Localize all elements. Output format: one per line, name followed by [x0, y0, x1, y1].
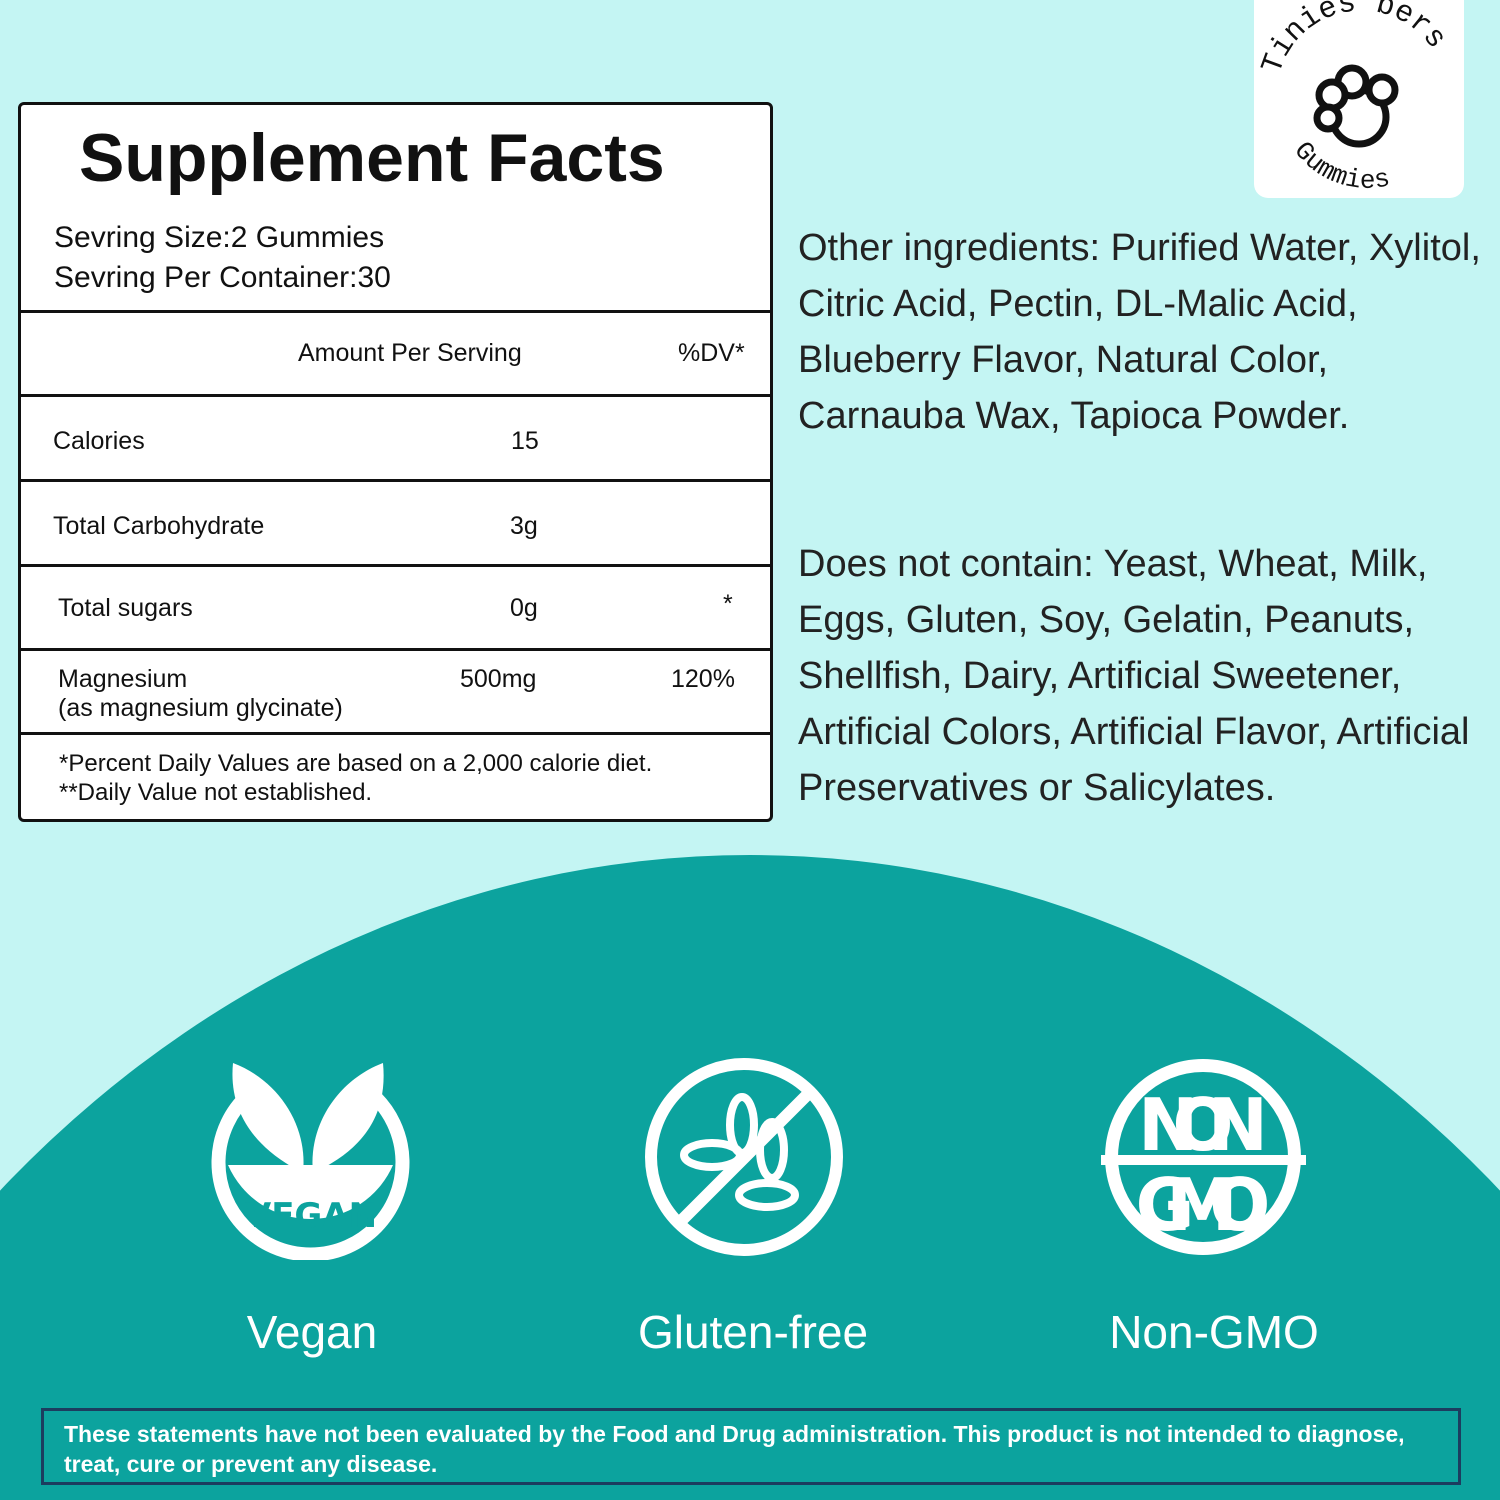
facts-title: Supplement Facts [79, 120, 665, 196]
svg-text:GMO: GMO [1136, 1163, 1271, 1247]
badge-label-vegan: Vegan [246, 1306, 378, 1358]
footnote: *Percent Daily Values are based on a 2,0… [59, 750, 653, 777]
supplement-facts-panel: Supplement Facts Sevring Size:2 Gummies … [18, 102, 773, 822]
row-name: Calories [53, 427, 145, 455]
row-amount: 3g [510, 512, 538, 540]
amount-header: Amount Per Serving [298, 339, 522, 367]
row-name: Magnesium [58, 665, 188, 693]
footnote: **Daily Value not established. [59, 779, 373, 806]
brand-logo: Tinies bers Gummies [1254, 0, 1464, 198]
row-name: Total sugars [58, 594, 193, 622]
row-amount: 500mg [460, 665, 537, 693]
gluten-free-icon [642, 1055, 847, 1260]
svg-text:NON: NON [1138, 1083, 1268, 1167]
row-subname: (as magnesium glycinate) [58, 694, 343, 722]
row-amount: 0g [510, 594, 538, 622]
non-gmo-icon: NON GMO [1101, 1055, 1306, 1260]
does-not-contain: Does not contain: Yeast, Wheat, Milk, Eg… [798, 543, 1470, 809]
vegan-leaf-icon: VEGAN [208, 1055, 413, 1262]
row-name: Total Carbohydrate [53, 512, 265, 540]
serving-size: Sevring Size:2 Gummies [54, 221, 385, 254]
row-dv: 120% [671, 665, 735, 693]
svg-text:VEGAN: VEGAN [245, 1196, 377, 1236]
servings-per-container: Sevring Per Container:30 [54, 261, 391, 294]
dv-header: %DV* [678, 339, 745, 367]
other-ingredients: Other ingredients: Purified Water, Xylit… [798, 227, 1481, 437]
badge-label-non-gmo: Non-GMO [1109, 1306, 1319, 1358]
svg-text:Gummies: Gummies [1288, 136, 1393, 196]
fda-disclaimer: These statements have not been evaluated… [41, 1408, 1461, 1485]
paw-icon [1313, 64, 1399, 148]
badge-label-gluten-free: Gluten-free [637, 1306, 869, 1358]
row-amount: 15 [511, 427, 539, 455]
row-dv: * [723, 590, 733, 618]
